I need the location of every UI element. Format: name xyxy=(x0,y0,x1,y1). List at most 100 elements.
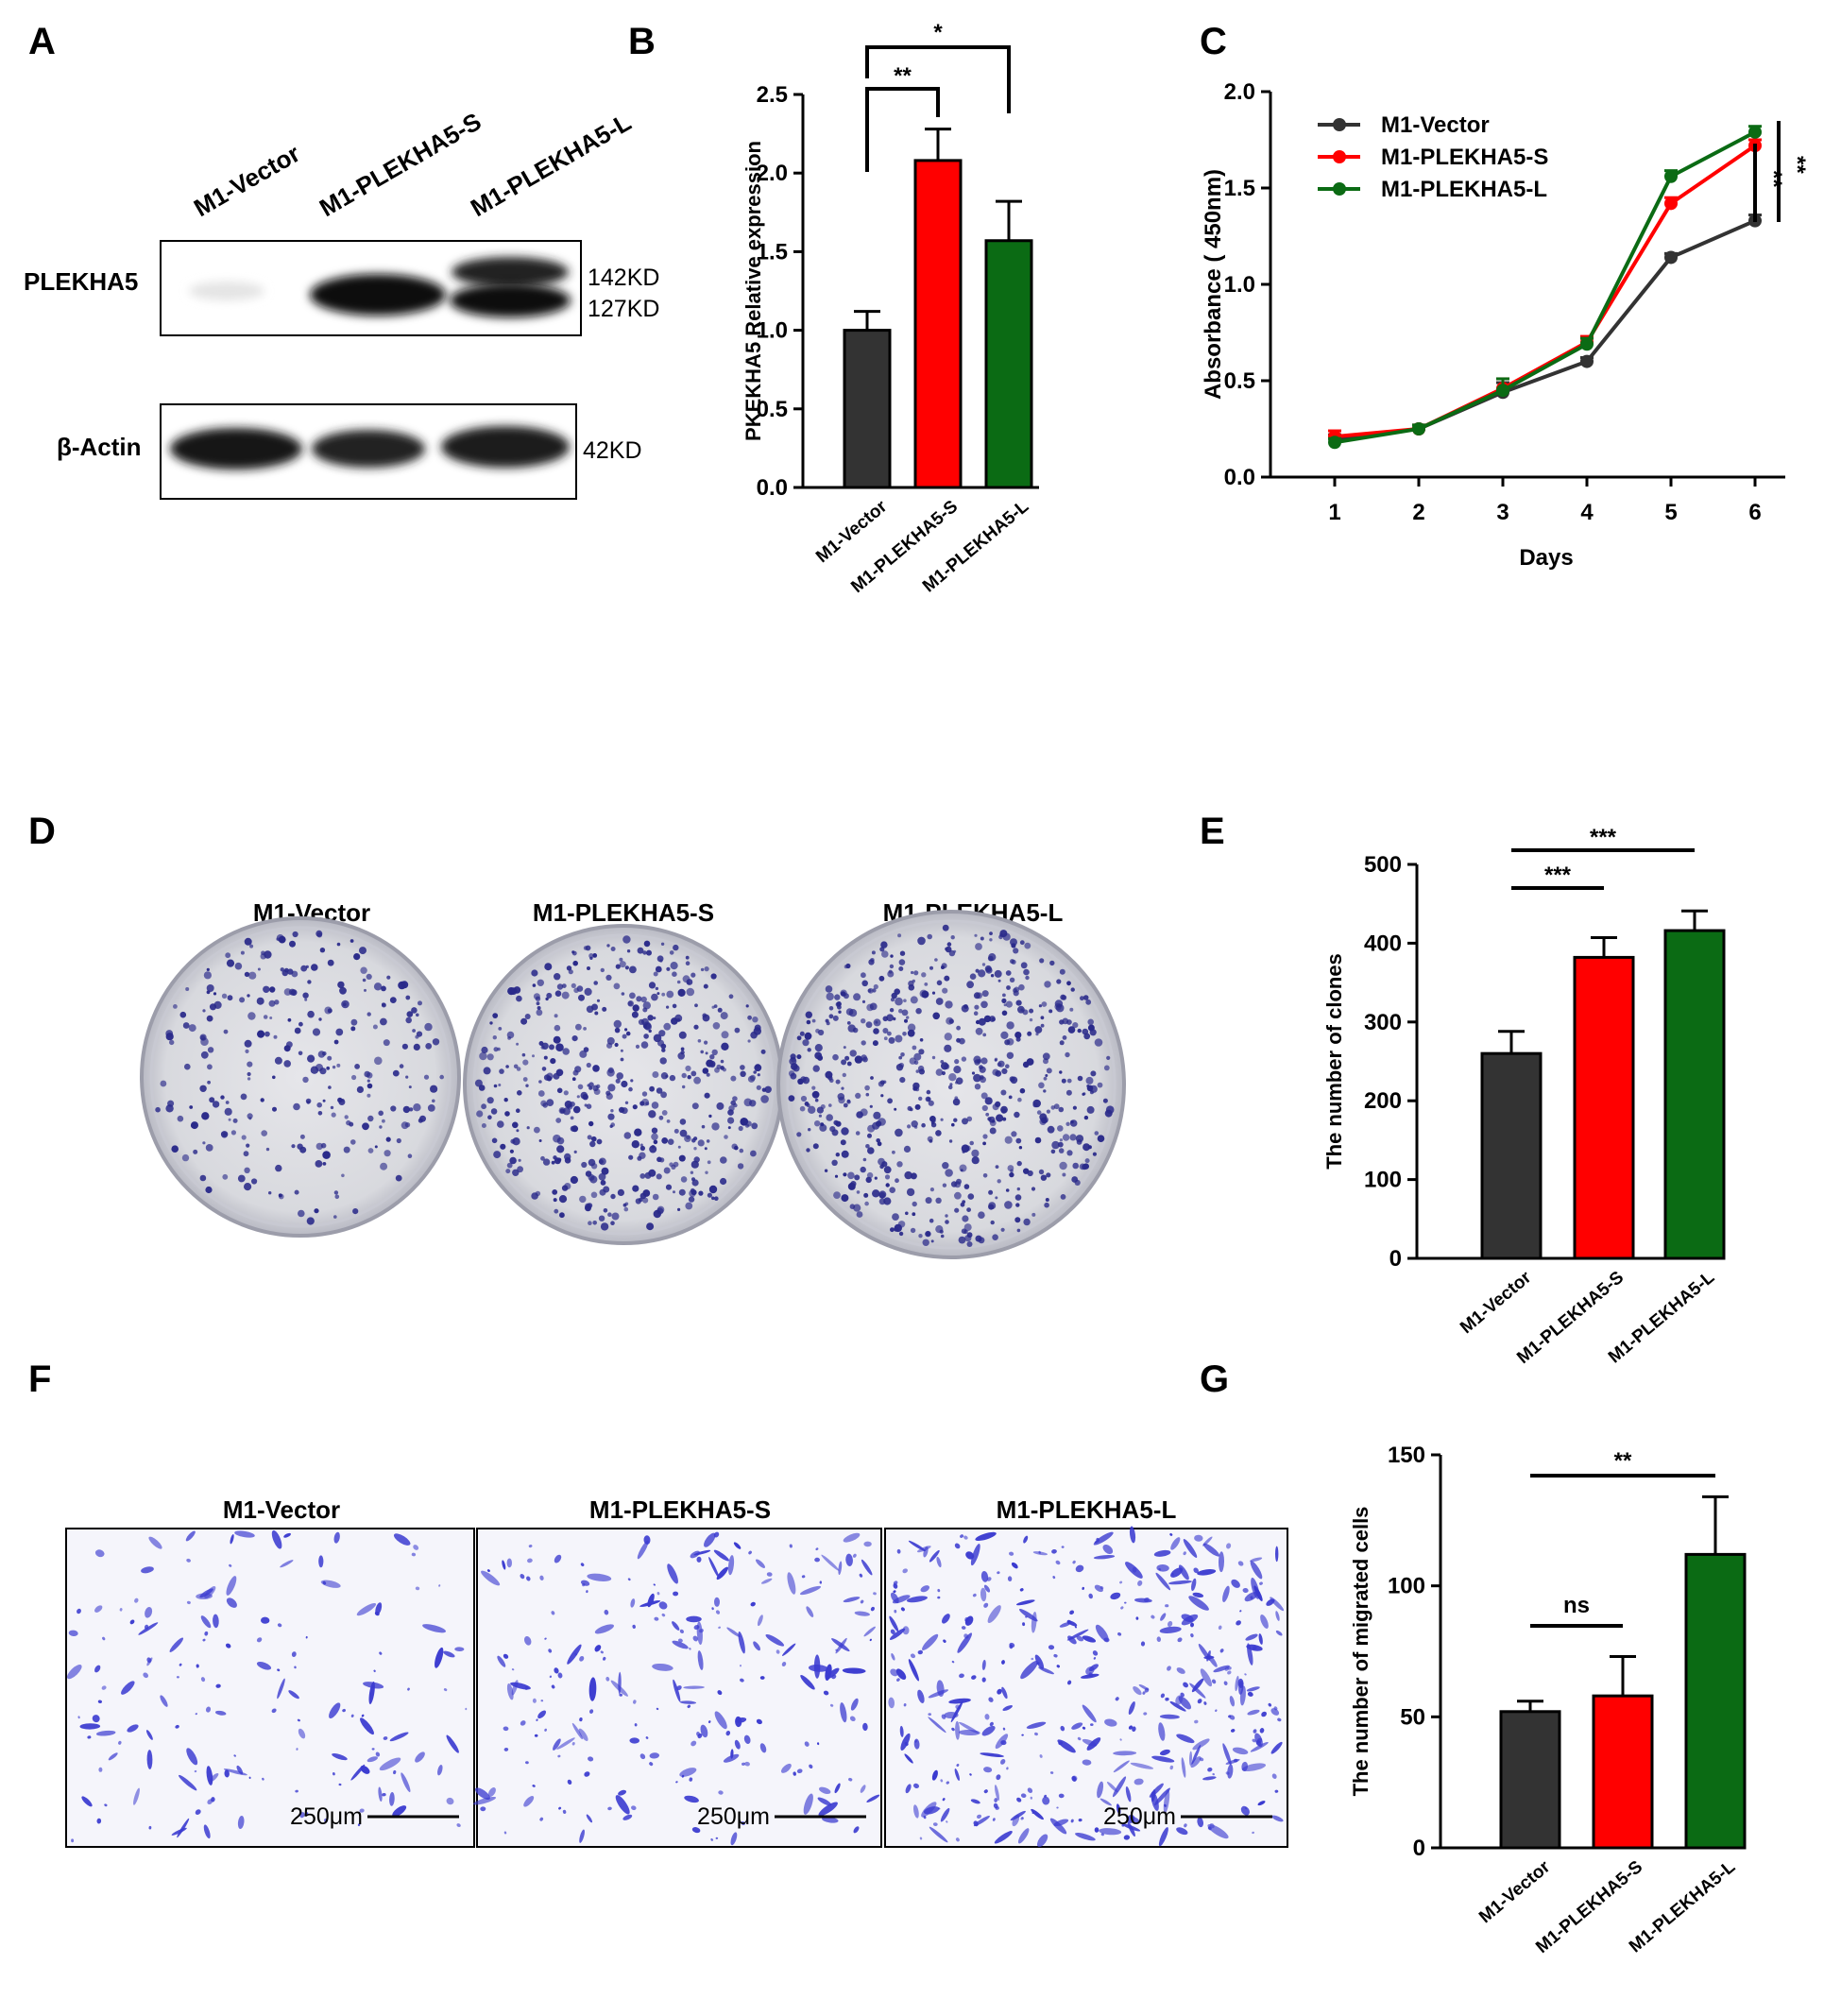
colony xyxy=(392,1069,400,1077)
migrated-cell xyxy=(1048,1645,1055,1650)
migrated-cell xyxy=(735,1717,747,1723)
bar xyxy=(913,159,963,489)
colony xyxy=(1014,1032,1022,1039)
colony xyxy=(336,942,341,947)
y-tick-label: 300 xyxy=(1364,1010,1402,1035)
migrated-cell xyxy=(645,1736,649,1739)
migrated-cell xyxy=(691,1827,701,1834)
migrated-cell xyxy=(1227,1764,1234,1779)
colony xyxy=(754,1024,761,1032)
colony xyxy=(714,1196,719,1201)
migrated-cell xyxy=(1093,1657,1097,1660)
colony xyxy=(521,1052,526,1057)
migrated-cell xyxy=(1134,1597,1152,1603)
migrated-cell xyxy=(1180,1692,1185,1698)
scale-bar-label: 250μm xyxy=(290,1803,363,1830)
migrated-cell xyxy=(1000,1759,1006,1765)
migrated-cell xyxy=(1020,1661,1038,1680)
colony xyxy=(707,1160,711,1165)
colony xyxy=(373,982,383,991)
legend-label: M1-PLEKHA5-S xyxy=(1381,145,1548,170)
colony xyxy=(261,1130,268,1136)
colony xyxy=(614,1042,619,1048)
colony xyxy=(828,1006,834,1011)
colony xyxy=(745,1120,752,1127)
panel-label-a: A xyxy=(28,21,56,62)
colony xyxy=(598,1172,606,1181)
colony xyxy=(878,1118,886,1126)
colony xyxy=(360,966,367,974)
significance-bracket: * xyxy=(865,20,1011,113)
migrated-cell xyxy=(368,1682,375,1704)
migrated-cell xyxy=(567,1644,582,1665)
migrated-cell xyxy=(928,1717,946,1734)
migrated-cell xyxy=(890,1592,899,1604)
colony xyxy=(895,1128,903,1137)
colony xyxy=(836,1001,842,1007)
colony xyxy=(364,1070,371,1078)
migrated-cell xyxy=(604,1609,609,1615)
migrated-cell xyxy=(819,1580,823,1584)
migrated-cell xyxy=(443,1688,448,1692)
colony xyxy=(969,973,977,980)
migrated-cell xyxy=(951,1727,955,1732)
migrated-cell xyxy=(1155,1572,1171,1591)
colony xyxy=(895,1034,903,1043)
migrated-cell xyxy=(1165,1604,1169,1608)
migrated-cell xyxy=(1088,1672,1094,1678)
colony xyxy=(248,1117,252,1120)
migrated-cell xyxy=(195,1713,197,1716)
blot-row-label-plekha5: PLEKHA5 xyxy=(24,267,138,296)
plekha5-bands xyxy=(189,257,571,317)
colony xyxy=(1038,1082,1045,1089)
migrated-cell xyxy=(929,1826,948,1843)
colony xyxy=(853,993,861,1001)
colony xyxy=(689,1189,696,1198)
migrated-cell xyxy=(1112,1776,1127,1798)
colony xyxy=(983,1015,992,1023)
colony xyxy=(956,1037,961,1043)
colony xyxy=(936,980,943,986)
migrated-cell xyxy=(101,1685,107,1690)
migrated-cell xyxy=(1051,1548,1057,1554)
colony xyxy=(640,1041,649,1049)
colony xyxy=(244,1167,250,1174)
colony xyxy=(999,930,1008,938)
colony xyxy=(586,1103,592,1109)
legend-label: M1-Vector xyxy=(1381,112,1490,138)
colony xyxy=(660,1072,669,1080)
migrated-cell xyxy=(1031,1611,1037,1633)
colony xyxy=(343,1146,350,1153)
colony xyxy=(1009,977,1015,983)
colony xyxy=(948,1139,953,1143)
migrated-cell xyxy=(1228,1715,1232,1718)
migrated-cell xyxy=(850,1698,859,1711)
colony xyxy=(492,1035,497,1040)
colony xyxy=(992,1068,999,1076)
migrated-cell xyxy=(987,1605,1001,1624)
migrated-cell xyxy=(996,1774,1001,1781)
migrated-cell xyxy=(1247,1691,1253,1697)
colony xyxy=(1059,1161,1067,1170)
migrated-cell xyxy=(629,1737,639,1744)
migrated-cell xyxy=(910,1653,916,1659)
colony xyxy=(287,968,294,975)
migrated-cell xyxy=(1226,1543,1232,1549)
colony xyxy=(997,1179,1001,1184)
migrated-cell xyxy=(1175,1695,1184,1705)
colony xyxy=(378,1110,384,1117)
migrated-cell xyxy=(631,1805,637,1811)
migrated-cell xyxy=(1237,1561,1244,1566)
colony xyxy=(834,994,841,1000)
colony xyxy=(587,966,590,970)
migrated-cell xyxy=(994,1798,998,1802)
colony xyxy=(948,1073,957,1082)
colony xyxy=(697,1139,705,1147)
colony xyxy=(656,1205,665,1214)
colony xyxy=(1040,1016,1045,1020)
colony xyxy=(1060,994,1066,1000)
colony xyxy=(261,950,265,956)
colony xyxy=(425,1043,433,1050)
migrated-cell xyxy=(1115,1697,1119,1701)
migrated-cell xyxy=(338,1783,342,1786)
